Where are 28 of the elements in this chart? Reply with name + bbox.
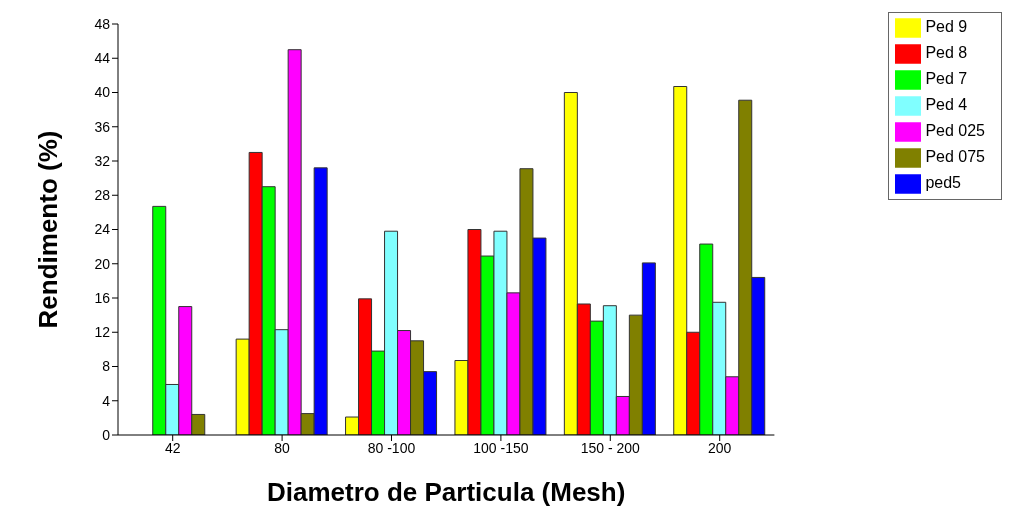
x-tick-label: 80 — [274, 439, 291, 456]
y-tick-label: 48 — [94, 15, 111, 32]
y-tick-label: 12 — [94, 324, 111, 341]
y-tick-label: 44 — [94, 50, 111, 67]
y-axis-title: Rendimento (%) — [33, 130, 64, 329]
y-tick-label: 24 — [94, 221, 111, 238]
x-tick-label: 100 -150 — [473, 439, 529, 456]
legend-label: Ped 4 — [925, 96, 968, 114]
legend-label: Ped 075 — [925, 148, 985, 166]
x-tick-label: 200 — [708, 439, 732, 456]
legend-label: ped5 — [925, 174, 961, 192]
x-tick-label: 80 -100 — [367, 439, 416, 456]
y-tick-label: 36 — [94, 118, 111, 135]
legend-label: Ped 7 — [925, 70, 968, 88]
y-tick-label: 16 — [94, 289, 111, 306]
y-tick-label: 8 — [102, 358, 111, 375]
y-tick-label: 0 — [102, 426, 111, 443]
x-axis-title: Diametro de Particula (Mesh) — [267, 477, 626, 507]
y-tick-label: 4 — [102, 392, 111, 409]
y-tick-label: 32 — [94, 152, 111, 169]
y-tick-label: 40 — [94, 84, 111, 101]
y-tick-label: 28 — [94, 187, 111, 204]
legend-label: Ped 9 — [925, 18, 968, 36]
legend-label: Ped 025 — [925, 122, 985, 140]
y-tick-label: 20 — [94, 255, 111, 272]
x-tick-label: 42 — [164, 439, 181, 456]
x-tick-label: 150 - 200 — [580, 439, 641, 456]
legend-label: Ped 8 — [925, 44, 968, 62]
